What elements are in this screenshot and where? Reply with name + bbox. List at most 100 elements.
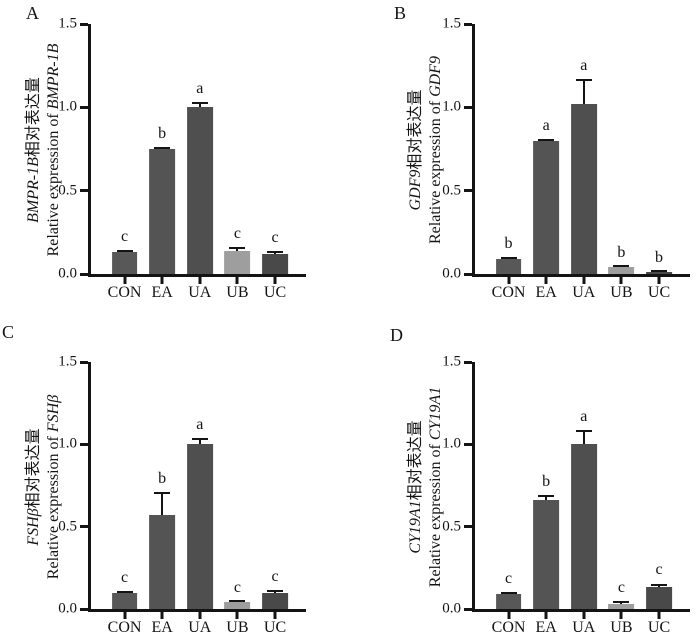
- x-tick: [657, 609, 661, 619]
- error-bar-ea: [154, 147, 171, 149]
- error-bar-con: [116, 590, 133, 593]
- significance-letter-ua: a: [196, 80, 204, 98]
- y-axis-title-cn-suffix: 相对表达量: [407, 420, 424, 501]
- y-tick-label: 1.0: [58, 435, 77, 452]
- x-category-label-ea: EA: [151, 284, 173, 301]
- x-tick: [582, 274, 586, 284]
- x-category-label-ua: UA: [572, 619, 596, 636]
- x-tick: [235, 609, 239, 619]
- y-tick: [464, 607, 472, 611]
- x-category-label-ea: EA: [535, 619, 557, 636]
- y-tick-label: 0.0: [442, 265, 461, 282]
- significance-letter-con: b: [504, 235, 513, 252]
- gene-name: GDF9: [427, 56, 444, 97]
- gene-name: CY19A1: [407, 500, 424, 554]
- significance-letter-uc: c: [655, 561, 663, 579]
- y-tick: [464, 360, 472, 364]
- y-tick: [80, 525, 88, 529]
- x-tick: [123, 609, 127, 619]
- x-category-label-ua: UA: [188, 619, 212, 636]
- error-bar-ea: [538, 495, 555, 501]
- x-category-label-con: CON: [491, 619, 526, 636]
- y-axis-title-en-line: Relative expression of GDF9: [426, 56, 446, 244]
- y-tick: [80, 360, 88, 364]
- x-tick: [160, 609, 164, 619]
- x-category-label-uc: UC: [263, 284, 287, 301]
- x-category-label-con: CON: [107, 619, 142, 636]
- y-tick-label: 0.5: [58, 182, 77, 199]
- bar-ua: [570, 104, 597, 274]
- significance-letter-ub: c: [233, 579, 241, 597]
- x-category-label-ua: UA: [572, 284, 596, 301]
- significance-letter-ua: a: [196, 415, 204, 433]
- x-category-label-uc: UC: [647, 284, 671, 301]
- bar-ua: [186, 107, 213, 274]
- bar-ub: [224, 250, 251, 274]
- x-tick: [273, 609, 277, 619]
- panel-d-plot-area: 0.0 0.5 1.0 1.5 c CON b EA a UA c UB c UC: [442, 354, 690, 636]
- significance-letter-uc: b: [655, 249, 664, 267]
- significance-letter-ea: b: [158, 125, 167, 143]
- x-tick: [544, 274, 548, 284]
- y-tick: [464, 442, 472, 446]
- error-bar-ub: [613, 265, 630, 268]
- significance-letter-ea: b: [542, 473, 551, 491]
- bar-con: [111, 592, 138, 609]
- bar-ub: [224, 602, 251, 609]
- error-bar-ub: [229, 600, 246, 603]
- bar-ea: [149, 149, 176, 274]
- y-axis-title-cn-suffix: 相对表达量: [25, 428, 42, 509]
- y-tick: [464, 525, 472, 529]
- panel-a-y-axis-title: BMPR-1B相对表达量 Relative expression of BMPR-…: [24, 44, 64, 257]
- panel-a: A BMPR-1B相对表达量 Relative expression of BMP…: [0, 0, 350, 319]
- x-tick: [619, 609, 623, 619]
- y-tick: [464, 189, 472, 193]
- error-bar-ua: [575, 79, 592, 104]
- panel-b-plot-area: 0.0 0.5 1.0 1.5 b CON a EA a UA b UB b UC: [442, 16, 690, 301]
- panel-b: B GDF9相对表达量 Relative expression of GDF9 0…: [350, 0, 700, 319]
- y-tick-label: 1.0: [442, 435, 461, 452]
- error-bar-uc: [651, 270, 668, 272]
- panel-c: C FSHβ相对表达量 Relative expression of FSHβ 0…: [0, 319, 350, 638]
- y-tick-label: 0.0: [58, 265, 77, 282]
- x-tick: [160, 274, 164, 284]
- y-tick-label: 0.0: [58, 600, 77, 617]
- bar-ea: [533, 140, 560, 274]
- y-axis-title-en-line: Relative expression of FSHβ: [44, 395, 64, 579]
- bar-con: [495, 259, 522, 274]
- y-tick-label: 1.5: [58, 15, 77, 32]
- gene-name: BMPR-1B: [25, 157, 42, 223]
- y-tick: [464, 272, 472, 276]
- y-axis-title-cn-line: GDF9相对表达量: [406, 56, 426, 244]
- gene-name: CY19A1: [427, 386, 444, 441]
- y-tick: [80, 22, 88, 26]
- x-tick: [198, 609, 202, 619]
- gene-name: FSHβ: [45, 394, 62, 433]
- bar-ub: [608, 267, 635, 274]
- significance-letter-ea: a: [542, 116, 550, 134]
- y-tick-label: 0.5: [58, 518, 77, 535]
- y-axis-title-cn-suffix: 相对表达量: [25, 77, 42, 158]
- bar-uc: [646, 586, 672, 609]
- y-tick-label: 0.0: [442, 600, 461, 617]
- y-tick-label: 1.5: [442, 353, 461, 370]
- panel-d-label: D: [390, 325, 403, 345]
- y-tick: [80, 607, 88, 611]
- error-bar-ea: [538, 138, 555, 141]
- y-axis-title-cn-suffix: 相对表达量: [407, 89, 424, 170]
- panel-a-label: A: [26, 3, 39, 23]
- x-category-label-ua: UA: [188, 284, 212, 301]
- y-tick: [464, 105, 472, 109]
- panel-b-label: B: [394, 3, 407, 23]
- y-tick-label: 1.5: [442, 15, 461, 32]
- panel-d: D CY19A1相对表达量 Relative expression of CY19…: [350, 319, 700, 638]
- y-tick: [80, 272, 88, 276]
- error-bar-uc: [267, 590, 284, 594]
- x-tick: [235, 274, 239, 284]
- error-bar-ub: [229, 246, 246, 251]
- y-axis-title-en-line: Relative expression of BMPR-1B: [44, 44, 64, 257]
- panel-d-y-axis-title: CY19A1相对表达量 Relative expression of CY19A1: [406, 387, 446, 587]
- significance-letter-ua: a: [580, 57, 588, 74]
- bar-ub: [608, 604, 635, 609]
- y-axis-title-en-prefix: Relative expression of: [45, 432, 62, 580]
